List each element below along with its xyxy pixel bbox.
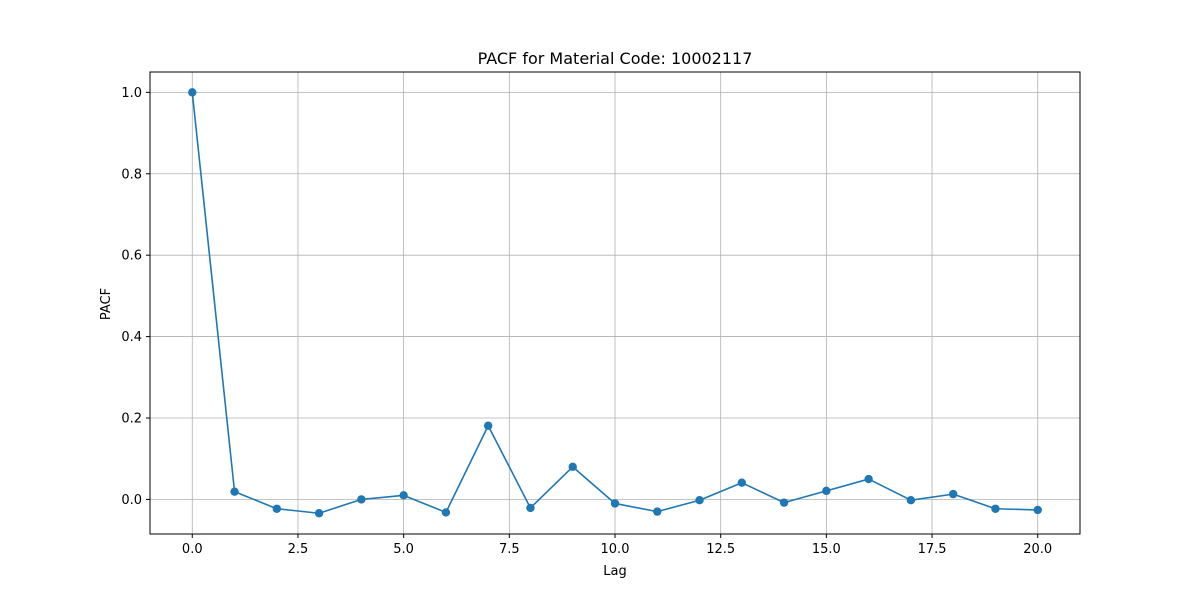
y-axis-label: PACF bbox=[99, 288, 114, 320]
data-point bbox=[441, 508, 451, 517]
data-point bbox=[399, 491, 408, 500]
ticks-layer: 0.0 2.5 5.0 7.5 10.0 12.5 15.0 17.5 20.0 0.0 0.2 0.… bbox=[121, 86, 1052, 557]
data-point bbox=[526, 503, 535, 513]
data-point bbox=[230, 487, 239, 496]
data-point bbox=[357, 495, 366, 504]
data-point bbox=[991, 504, 1000, 513]
data-point bbox=[822, 486, 831, 496]
series-layer bbox=[188, 88, 1042, 518]
x-tick-label: 7.5 bbox=[499, 542, 520, 557]
x-tick-label: 12.5 bbox=[706, 542, 735, 557]
data-point bbox=[653, 507, 662, 516]
y-tick-label: 1.0 bbox=[121, 86, 142, 101]
x-axis-label: Lag bbox=[603, 564, 626, 579]
x-tick-label: 5.0 bbox=[393, 542, 414, 557]
data-point bbox=[948, 489, 958, 499]
data-point bbox=[1033, 505, 1042, 515]
data-point bbox=[272, 504, 282, 513]
x-tick-label: 20.0 bbox=[1023, 542, 1052, 557]
y-tick-label: 0.8 bbox=[121, 167, 142, 182]
data-point bbox=[864, 474, 873, 484]
data-point bbox=[314, 509, 324, 518]
data-point bbox=[737, 478, 747, 487]
data-point bbox=[188, 88, 197, 97]
y-tick-label: 0.0 bbox=[121, 493, 142, 508]
data-point bbox=[610, 499, 620, 508]
y-tick-label: 0.4 bbox=[121, 330, 142, 345]
data-point bbox=[695, 496, 704, 505]
data-point bbox=[483, 421, 493, 430]
x-tick-label: 10.0 bbox=[601, 542, 630, 557]
y-tick-label: 0.2 bbox=[121, 411, 142, 426]
data-point bbox=[568, 462, 577, 472]
y-tick-label: 0.6 bbox=[121, 249, 142, 264]
x-tick-label: 2.5 bbox=[288, 542, 309, 557]
x-tick-label: 0.0 bbox=[182, 542, 203, 557]
data-point bbox=[779, 498, 789, 507]
x-tick-label: 17.5 bbox=[918, 542, 947, 557]
chart-title: PACF for Material Code: 10002117 bbox=[478, 49, 753, 68]
data-point bbox=[906, 496, 916, 505]
x-tick-label: 15.0 bbox=[812, 542, 841, 557]
